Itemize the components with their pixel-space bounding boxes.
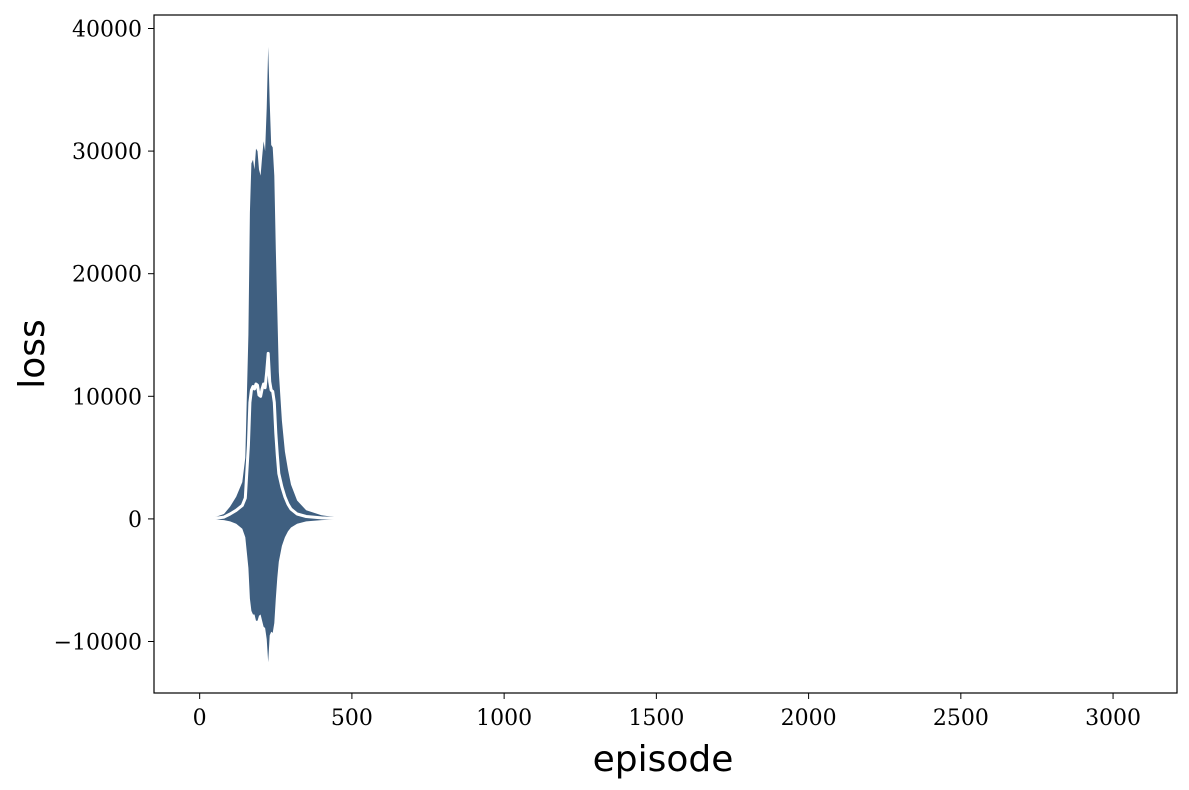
plot-area: [199, 46, 407, 663]
x-tick-label: 2500: [933, 706, 989, 731]
plot-frame: [153, 14, 1178, 694]
x-axis-label: episode: [593, 739, 734, 780]
x-tick-label: 1500: [628, 706, 684, 731]
y-tick-label: 40000: [72, 17, 142, 42]
x-tick-label: 1000: [476, 706, 532, 731]
y-tick-label: 20000: [72, 263, 142, 288]
x-axis: 0 500 1000 1500 2000 2500 3000: [193, 693, 1141, 731]
y-axis-label: loss: [12, 319, 53, 389]
y-tick-label: −10000: [54, 631, 142, 656]
x-tick-label: 500: [331, 706, 373, 731]
x-tick-label: 3000: [1085, 706, 1141, 731]
x-tick-label: 2000: [781, 706, 837, 731]
x-tick-label: 0: [193, 706, 207, 731]
mean-loss-line: [199, 351, 407, 521]
loss-band-area: [199, 46, 407, 663]
y-tick-label: 0: [128, 508, 142, 533]
y-axis: −10000 0 10000 20000 30000 40000: [54, 17, 154, 656]
y-tick-label: 30000: [72, 140, 142, 165]
y-tick-label: 10000: [72, 385, 142, 410]
